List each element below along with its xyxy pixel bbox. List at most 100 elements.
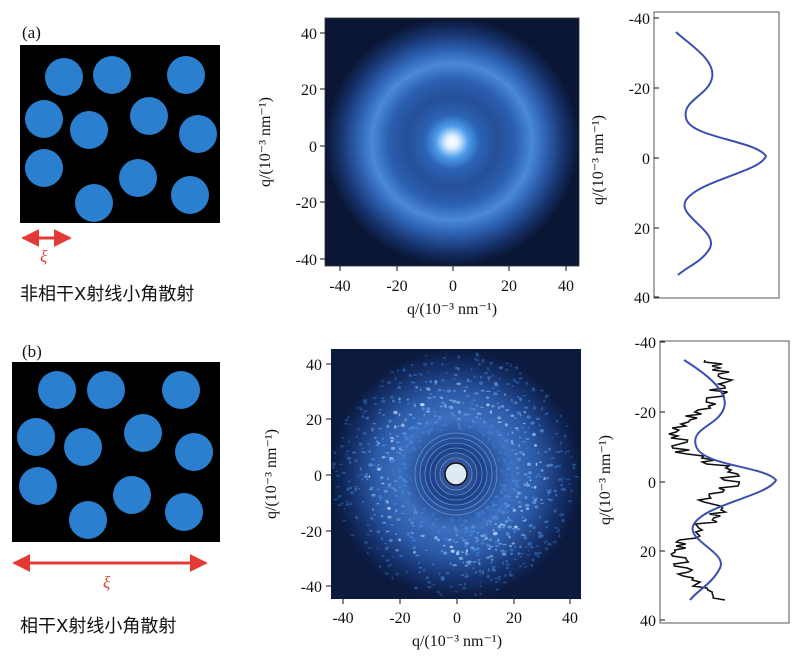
speckle xyxy=(478,363,482,366)
speckle xyxy=(433,410,437,413)
speckle xyxy=(507,504,510,508)
x-tick-label: 0 xyxy=(453,610,461,627)
speckle xyxy=(558,534,561,538)
speckle xyxy=(503,581,508,584)
speckle xyxy=(388,539,393,542)
speckle xyxy=(522,520,527,522)
speckle xyxy=(501,420,504,422)
speckle xyxy=(505,368,508,372)
speckle xyxy=(434,415,437,417)
speckle xyxy=(441,578,445,581)
speckle xyxy=(531,558,535,562)
speckle xyxy=(453,591,458,593)
speckle xyxy=(434,524,436,529)
speckle xyxy=(392,399,395,403)
speckle xyxy=(545,526,548,529)
speckle xyxy=(518,450,522,453)
speckle xyxy=(515,485,521,489)
speckle xyxy=(461,523,464,527)
speckle xyxy=(458,556,464,561)
speckle xyxy=(417,436,421,439)
speckle xyxy=(476,421,479,424)
speckle xyxy=(401,505,405,508)
speckle xyxy=(509,426,513,429)
speckle xyxy=(346,456,352,460)
speckle xyxy=(442,423,448,427)
speckle xyxy=(476,547,480,551)
speckle xyxy=(497,525,502,529)
speckle xyxy=(525,507,530,511)
speckle xyxy=(362,401,367,404)
speckle xyxy=(463,389,466,393)
speckle xyxy=(402,484,408,488)
speckle xyxy=(517,501,522,504)
speckle xyxy=(498,451,502,454)
speckle xyxy=(448,405,454,409)
speckle xyxy=(469,527,474,529)
speckle xyxy=(494,495,499,499)
speckle xyxy=(439,405,444,408)
speckle xyxy=(354,487,357,492)
speckle xyxy=(333,498,339,501)
speckle xyxy=(456,382,462,386)
speckle xyxy=(470,519,474,521)
speckle xyxy=(423,431,427,433)
speckle xyxy=(547,494,550,497)
speckle xyxy=(452,399,457,403)
speckle xyxy=(555,451,560,453)
speckle xyxy=(503,459,507,462)
incoherent-profile-curve xyxy=(675,31,768,276)
speckle xyxy=(392,472,395,476)
speckle xyxy=(494,523,498,525)
speckle xyxy=(526,481,528,484)
y-tick-label: 0 xyxy=(314,468,322,485)
speckle xyxy=(540,498,543,501)
speckle xyxy=(399,447,402,451)
speckle xyxy=(538,532,543,535)
speckle xyxy=(387,381,392,384)
speckle xyxy=(408,518,412,521)
speckle xyxy=(470,403,475,405)
speckle xyxy=(414,390,417,393)
speckle xyxy=(410,532,414,534)
speckle xyxy=(383,489,389,493)
speckle xyxy=(502,498,505,500)
speckle xyxy=(535,497,538,499)
speckle xyxy=(497,575,501,579)
panel-a-particle-schematic xyxy=(20,45,220,223)
panel-a-scattering-pattern xyxy=(324,17,580,267)
speckle xyxy=(489,410,492,414)
incoherent-profile-curve xyxy=(683,359,778,601)
y-tick-label: -40 xyxy=(296,252,317,269)
speckle xyxy=(406,398,410,401)
speckle xyxy=(502,543,507,546)
speckle xyxy=(554,526,558,529)
speckle xyxy=(344,418,349,422)
speckle xyxy=(460,537,464,539)
speckle xyxy=(390,395,394,399)
speckle xyxy=(539,429,544,433)
speckle xyxy=(479,574,482,576)
speckle xyxy=(387,515,392,519)
speckle xyxy=(510,552,513,555)
speckle xyxy=(398,476,402,479)
speckle xyxy=(476,516,481,518)
speckle xyxy=(453,525,456,529)
speckle xyxy=(353,486,358,488)
speckle xyxy=(463,576,468,578)
speckle xyxy=(524,565,527,569)
speckle xyxy=(501,471,506,474)
speckle xyxy=(477,551,480,554)
speckle xyxy=(505,362,510,365)
profile-tick-label: 40 xyxy=(634,290,650,307)
speckle xyxy=(479,431,483,434)
speckle xyxy=(539,502,545,505)
speckle xyxy=(485,505,491,509)
speckle xyxy=(389,456,394,460)
speckle xyxy=(429,427,434,432)
speckle xyxy=(465,538,468,541)
speckle xyxy=(465,561,468,563)
speckle xyxy=(433,421,439,424)
speckle xyxy=(427,431,430,435)
speckle xyxy=(478,362,481,364)
